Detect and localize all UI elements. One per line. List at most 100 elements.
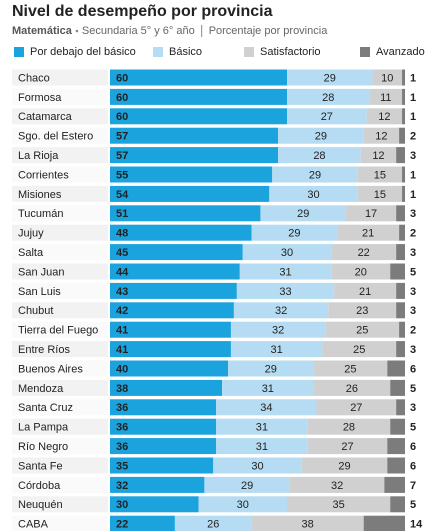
value-label: 15 (374, 169, 386, 181)
bar-segment (251, 224, 338, 241)
row-bg (12, 88, 108, 105)
bar-segment (384, 476, 405, 493)
legend-label: Satisfactorio (260, 46, 321, 58)
bar-segment (402, 88, 405, 105)
value-label: 34 (260, 402, 272, 414)
value-label: 5 (410, 499, 416, 511)
value-label: 29 (309, 169, 321, 181)
bar-segment (313, 360, 388, 377)
bar-segment (110, 88, 287, 105)
category-label: Córdoba (18, 480, 61, 492)
value-label: 35 (333, 499, 345, 511)
value-label: 11 (380, 92, 391, 104)
bar-segment (399, 224, 405, 241)
category-label: La Pampa (18, 422, 69, 434)
bar-segment (233, 302, 329, 319)
row-bg (12, 185, 108, 202)
value-label: 1 (410, 92, 416, 104)
category-label: Formosa (18, 92, 62, 104)
bar-segment (239, 263, 332, 280)
value-label: 29 (338, 460, 350, 472)
value-label: 1 (410, 72, 416, 84)
bar-segment (110, 438, 217, 455)
value-label: 32 (275, 305, 287, 317)
bar-segment (110, 166, 273, 183)
row-bg (12, 515, 108, 531)
value-label: 36 (116, 441, 128, 453)
value-label: 31 (271, 344, 283, 356)
bar-segment (331, 244, 397, 261)
category-label: Santa Fe (18, 460, 63, 472)
value-label: 36 (116, 402, 128, 414)
value-label: 51 (116, 208, 128, 220)
bar-segment (307, 438, 388, 455)
value-label: 57 (116, 131, 128, 143)
bar-segment (390, 379, 405, 396)
bar-segment (174, 515, 252, 531)
bar-segment (287, 108, 367, 125)
row-bg (12, 224, 108, 241)
bar-segment (387, 457, 405, 474)
value-label: 17 (365, 208, 377, 220)
bar-segment (110, 205, 261, 222)
bar-segment (110, 496, 199, 513)
bar-segment (346, 205, 397, 222)
value-label: 30 (281, 247, 293, 259)
category-label: Río Negro (18, 441, 68, 453)
category-label: Tucumán (18, 208, 63, 220)
value-label: 29 (288, 228, 300, 240)
category-label: Salta (18, 247, 44, 259)
bar-segment (357, 166, 403, 183)
separator-dot (75, 29, 79, 33)
bar-segment (110, 302, 234, 319)
bar-segment (236, 282, 335, 299)
value-label: 55 (116, 169, 128, 181)
value-label: 15 (374, 189, 386, 201)
value-label: 41 (116, 325, 128, 337)
value-label: 36 (116, 422, 128, 434)
row-bg (12, 496, 108, 513)
value-label: 1 (410, 111, 416, 123)
category-label: CABA (18, 519, 49, 531)
bar-segment (396, 205, 405, 222)
value-label: 2 (410, 325, 416, 337)
value-label: 22 (358, 247, 370, 259)
category-label: Jujuy (18, 228, 44, 240)
bar-segment (316, 399, 397, 416)
value-label: 29 (241, 480, 253, 492)
bar-segment (307, 418, 391, 435)
value-label: 57 (116, 150, 128, 162)
value-label: 3 (410, 286, 416, 298)
bar-segment (216, 399, 317, 416)
value-label: 3 (410, 150, 416, 162)
value-label: 12 (375, 131, 387, 143)
bar-segment (396, 399, 405, 416)
value-label: 43 (116, 286, 128, 298)
bar-segment (357, 185, 403, 202)
bar-segment (110, 476, 205, 493)
value-label: 12 (372, 150, 384, 162)
value-label: 3 (410, 402, 416, 414)
row-bg (12, 438, 108, 455)
bar-segment (242, 244, 332, 261)
value-label: 60 (116, 111, 128, 123)
category-label: Tierra del Fuego (18, 325, 98, 337)
value-label: 30 (237, 499, 249, 511)
bar-segment (402, 108, 405, 125)
bar-segment (198, 496, 287, 513)
row-bg (12, 147, 108, 164)
bar-segment (396, 282, 405, 299)
value-label: 31 (262, 383, 274, 395)
value-label: 2 (410, 131, 416, 143)
row-bg (12, 341, 108, 358)
value-label: 32 (331, 480, 343, 492)
value-label: 31 (279, 266, 291, 278)
value-label: 35 (116, 460, 128, 472)
row-bg (12, 399, 108, 416)
bar-segment (251, 515, 364, 531)
bar-segment (110, 108, 287, 125)
value-label: 5 (410, 383, 416, 395)
value-label: 29 (265, 363, 277, 375)
bar-segment (331, 263, 391, 280)
row-bg (12, 457, 108, 474)
